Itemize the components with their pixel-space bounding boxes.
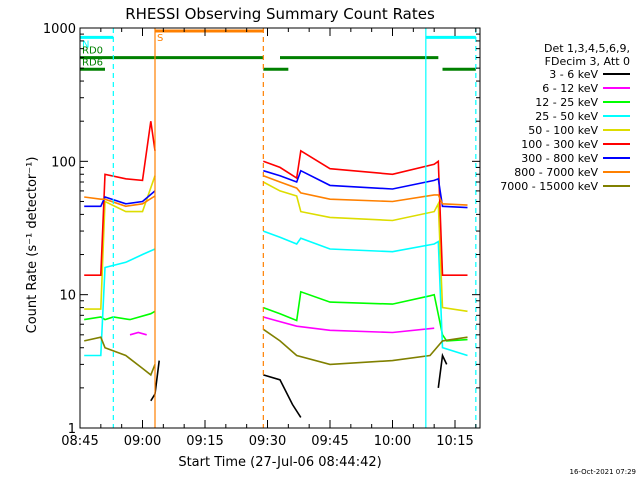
y-tick-label-2: 100 (51, 155, 76, 170)
x-tick-label-0: 08:45 (61, 434, 98, 449)
state-bar-label-3: RD6 (82, 57, 103, 68)
series-line-7-0 (84, 195, 156, 208)
legend-label-1: 6 - 12 keV (542, 82, 598, 95)
y-axis-label: Count Rate (s⁻¹ detector⁻¹) (25, 157, 40, 334)
x-tick-label-3: 09:30 (249, 434, 286, 449)
series-line-6-0 (84, 190, 156, 208)
legend-header-1: FDecim 3, Att 0 (545, 55, 630, 68)
legend-label-2: 12 - 25 keV (535, 96, 598, 109)
legend-label-7: 800 - 7000 keV (514, 166, 598, 179)
series-line-3-0 (84, 248, 156, 357)
y-tick-label-1: 10 (59, 289, 76, 304)
plot-frame (79, 27, 481, 429)
series-line-7-1 (263, 174, 468, 206)
x-tick-label-1: 09:00 (124, 434, 161, 449)
series-line-5-0 (84, 121, 156, 277)
state-bar-label-2: RD0 (82, 46, 103, 57)
y-tick-label-0: 1 (68, 422, 76, 437)
x-tick-label-6: 10:15 (436, 434, 473, 449)
y-tick-label-3: 1000 (43, 22, 76, 37)
legend-label-6: 300 - 800 keV (521, 152, 598, 165)
legend-label-3: 25 - 50 keV (535, 110, 598, 123)
x-tick-label-2: 09:15 (186, 434, 223, 449)
x-tick-label-4: 09:45 (311, 434, 348, 449)
series-line-8-1 (262, 328, 468, 366)
series-line-1-1 (263, 316, 435, 334)
legend-header-0: Det 1,3,4,5,6,9, (544, 42, 630, 55)
series-line-3-1 (263, 230, 468, 357)
legend-label-4: 50 - 100 keV (528, 124, 598, 137)
series-line-4-1 (262, 181, 468, 313)
legend: Det 1,3,4,5,6,9,FDecim 3, Att 03 - 6 keV… (500, 42, 630, 193)
timestamp-stamp: 16-Oct-2021 07:29 (570, 468, 636, 476)
axes: 1 10 100 1000 08:45 09:00 09:15 09:30 09:45 10:00… (43, 22, 481, 449)
legend-label-5: 100 - 300 keV (521, 138, 598, 151)
series-line-2-0 (84, 310, 156, 321)
series-line-1-0 (129, 331, 147, 336)
series-line-0-1 (263, 374, 302, 418)
x-axis-label: Start Time (27-Jul-06 08:44:42) (178, 455, 381, 470)
series-line-8-0 (84, 336, 156, 377)
series-line-5-1 (263, 149, 468, 277)
series-line-0-2 (437, 352, 448, 389)
series-line-6-1 (263, 169, 468, 209)
chart-title: RHESSI Observing Summary Count Rates (125, 5, 435, 23)
series-line-2-1 (263, 290, 468, 342)
x-tick-label-5: 10:00 (374, 434, 411, 449)
legend-label-0: 3 - 6 keV (549, 68, 598, 81)
state-bar-label-1: N (82, 39, 89, 50)
series-line-4-0 (84, 175, 156, 310)
legend-label-8: 7000 - 15000 keV (500, 180, 598, 193)
state-bar-label-0: S (157, 33, 163, 44)
